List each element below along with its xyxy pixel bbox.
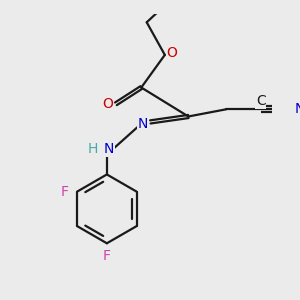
Text: H: H [87, 142, 98, 156]
Text: O: O [102, 97, 113, 111]
Text: F: F [60, 185, 68, 199]
Text: N: N [295, 102, 300, 116]
Text: N: N [103, 142, 114, 156]
Text: F: F [103, 249, 111, 263]
Text: O: O [167, 46, 178, 60]
Text: C: C [256, 94, 266, 108]
Text: N: N [138, 117, 148, 131]
